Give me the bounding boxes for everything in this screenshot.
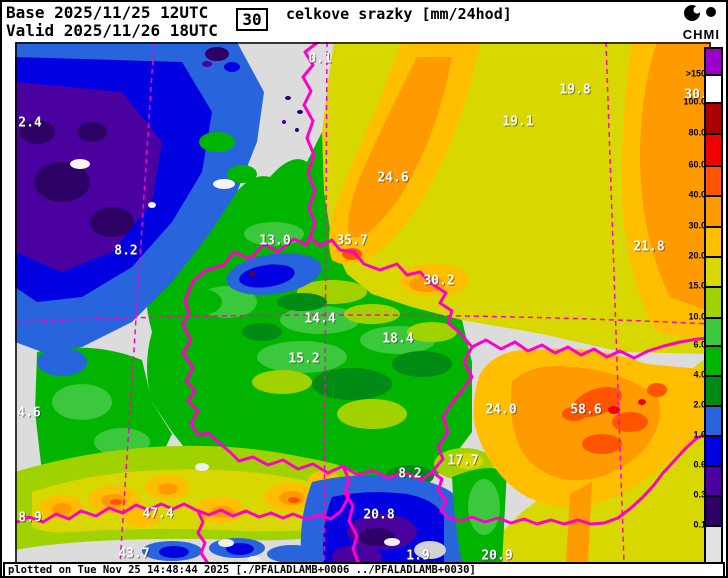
legend-color-block	[706, 407, 721, 437]
legend-color-block	[706, 228, 721, 258]
legend-bar	[704, 47, 723, 566]
precipitation-field	[15, 42, 711, 564]
legend-color-block	[706, 104, 721, 135]
legend-color-block	[706, 319, 721, 347]
forecast-step-value: 30	[242, 10, 262, 29]
forecast-step-box: 30	[236, 8, 268, 31]
legend-color-block	[706, 167, 721, 197]
legend-color-block	[706, 49, 721, 76]
valid-time-label: Valid 2025/11/26 18UTC	[6, 21, 218, 40]
country-borders	[15, 42, 711, 564]
legend-color-block	[706, 288, 721, 319]
chmi-logo-text: CHMI	[682, 27, 720, 42]
precipitation-map	[15, 42, 711, 564]
chmi-logo-icon	[684, 5, 716, 21]
grid-lines	[15, 42, 711, 564]
legend-color-block	[706, 527, 721, 564]
legend-color-block	[706, 377, 721, 407]
footer-bar: plotted on Tue Nov 25 14:48:44 2025 [./P…	[3, 562, 725, 576]
chmi-logo: CHMI	[660, 4, 720, 41]
legend-color-block	[706, 197, 721, 228]
page-title: celkove srazky [mm/24hod]	[286, 5, 512, 23]
legend-color-block	[706, 258, 721, 288]
plot-info-text: plotted on Tue Nov 25 14:48:44 2025 [./P…	[8, 564, 476, 576]
legend-color-block	[706, 497, 721, 527]
legend-color-block	[706, 76, 721, 104]
base-time-label: Base 2025/11/25 12UTC	[6, 3, 209, 22]
legend-color-block	[706, 437, 721, 467]
legend-color-block	[706, 135, 721, 167]
legend-color-block	[706, 467, 721, 497]
legend-color-block	[706, 347, 721, 377]
